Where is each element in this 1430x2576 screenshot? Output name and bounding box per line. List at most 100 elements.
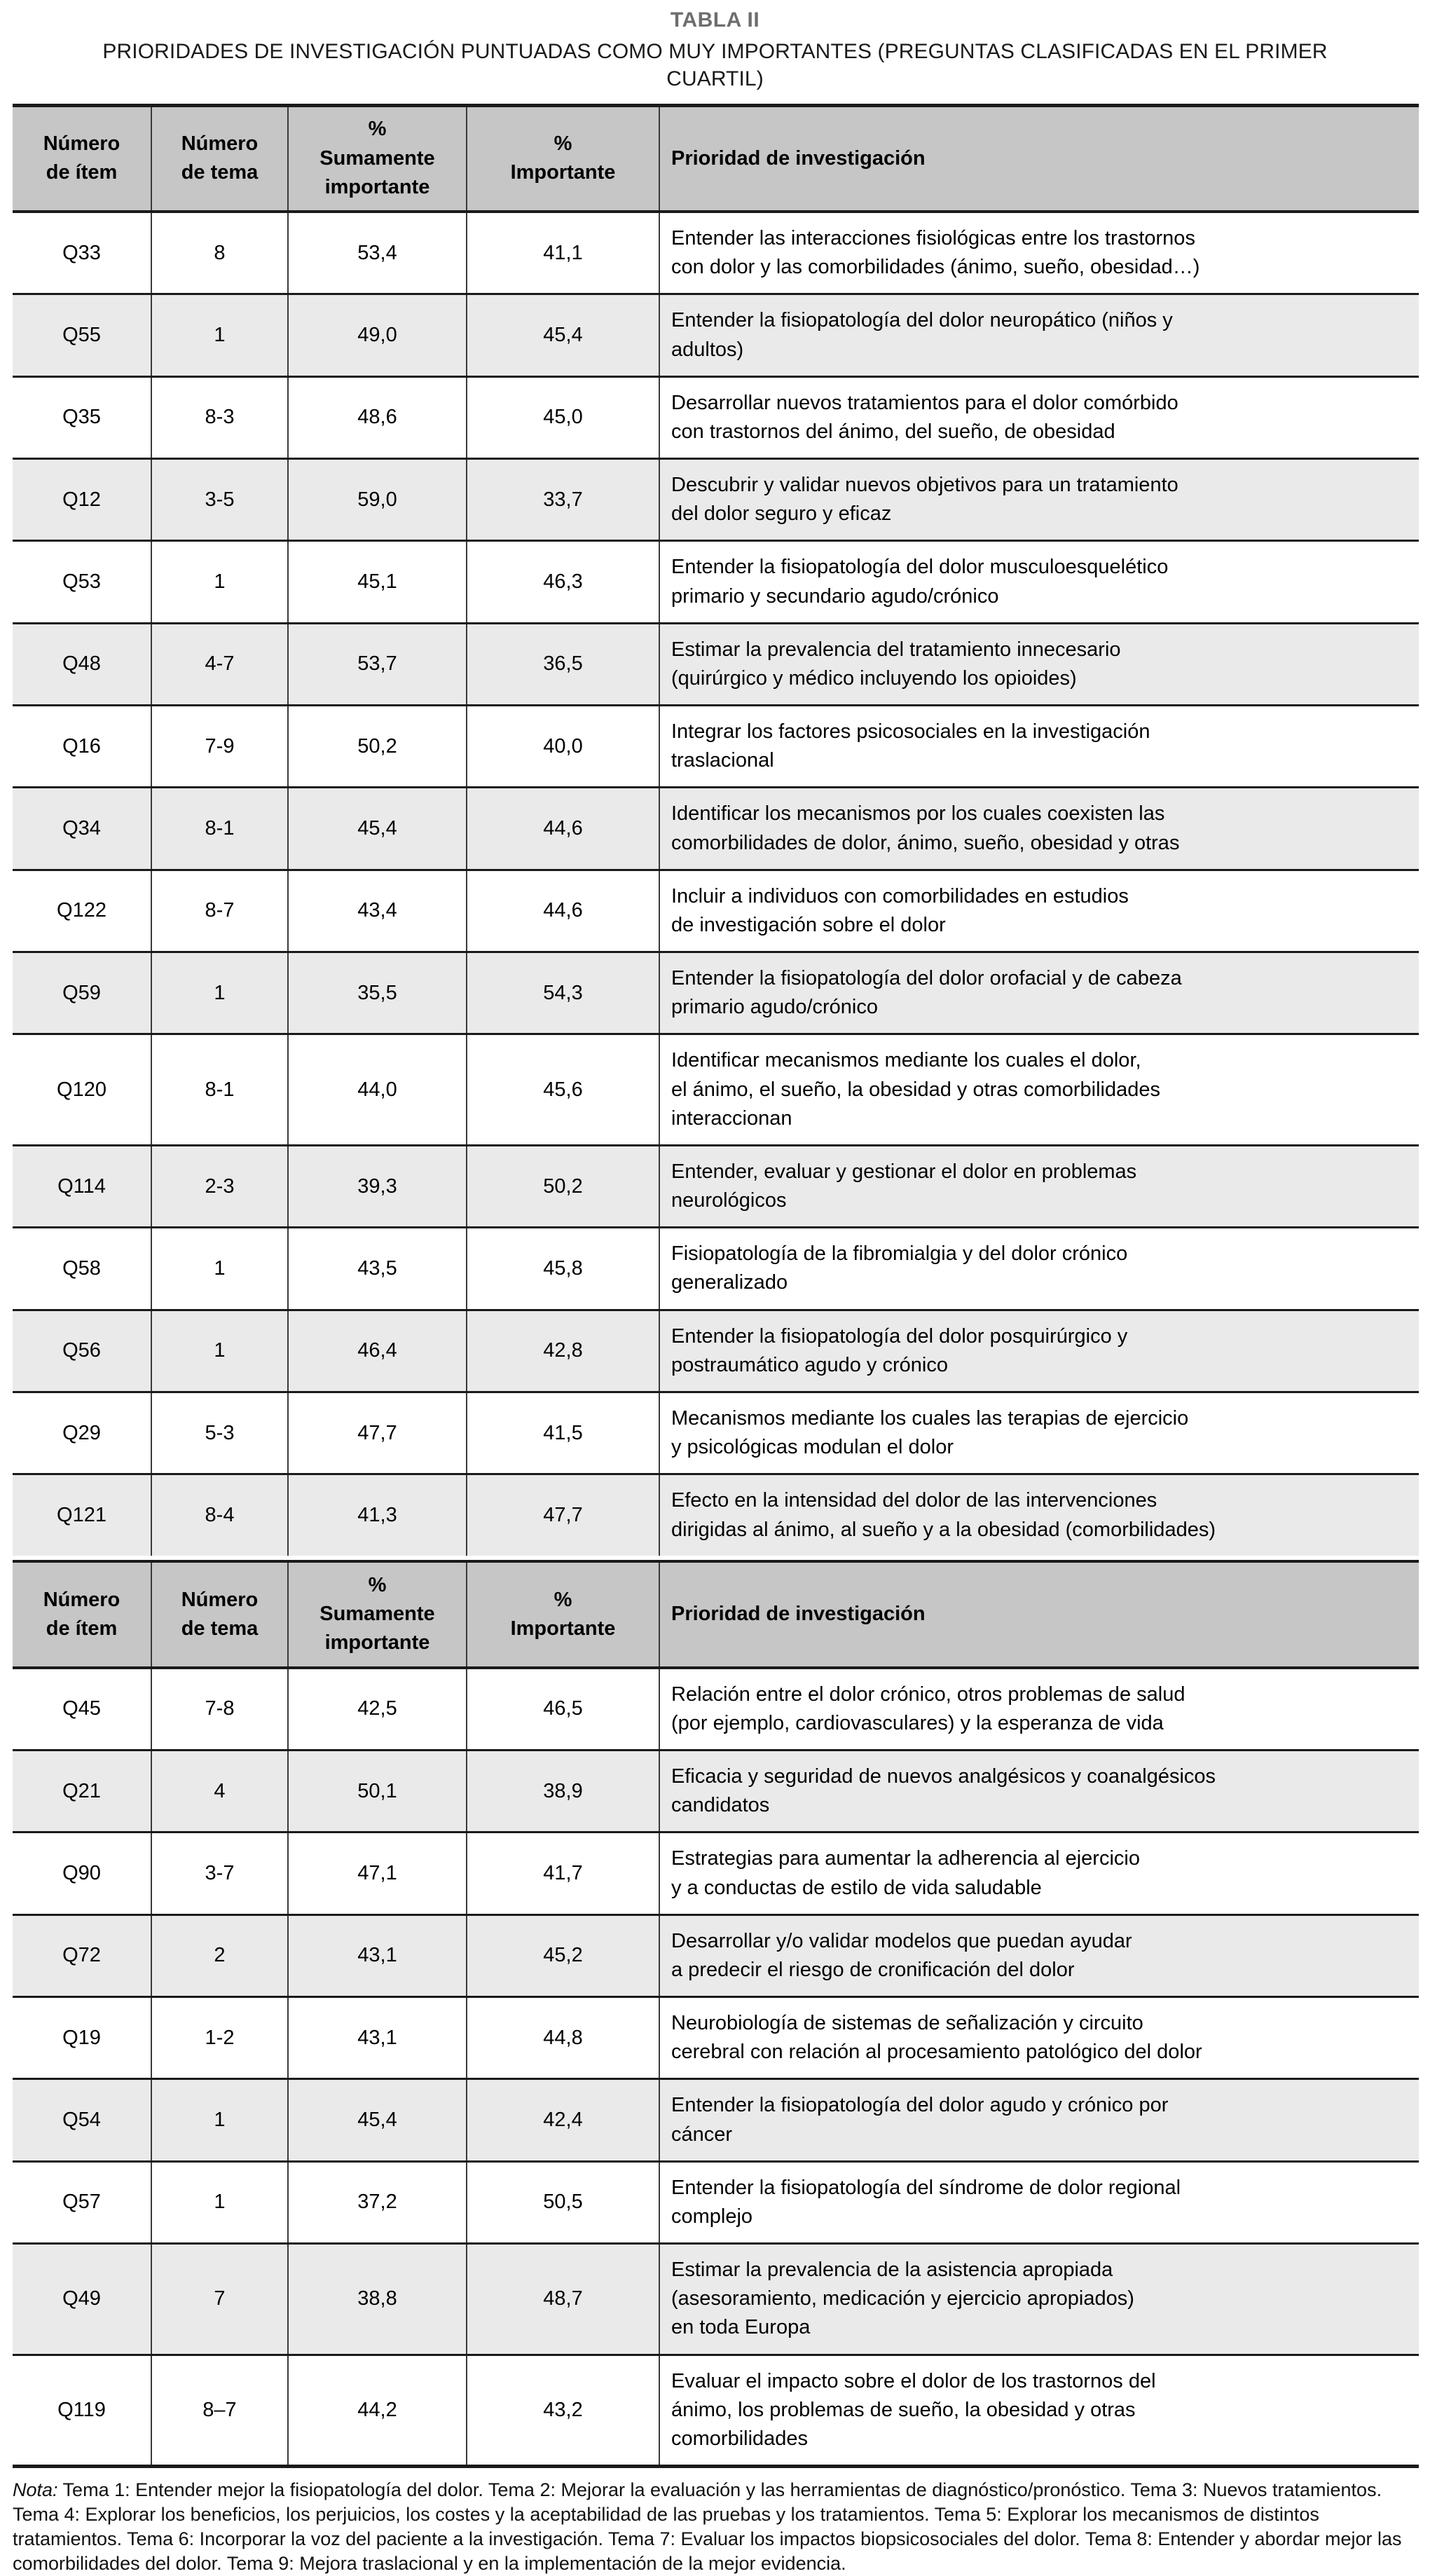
col-header-importante: % Importante xyxy=(467,104,660,213)
cell-prioridad-investigacion: Desarrollar nuevos tratamientos para el … xyxy=(659,375,1419,459)
cell-prioridad-investigacion: Entender la fisiopatología del dolor oro… xyxy=(659,951,1419,1034)
priority-line: Mecanismos mediante los cuales las terap… xyxy=(671,1406,1189,1430)
header-line: Importante xyxy=(510,1617,616,1640)
cell-pct-importante: 41,5 xyxy=(467,1390,660,1474)
cell-tema-number: 1 xyxy=(151,2078,289,2162)
cell-item-number: Q58 xyxy=(13,1226,152,1310)
header-line: Prioridad de investigación xyxy=(671,146,926,170)
cell-pct-importante: 44,6 xyxy=(467,868,660,952)
priority-line: (por ejemplo, cardiovasculares) y la esp… xyxy=(671,1711,1164,1734)
cell-pct-importante: 45,6 xyxy=(467,1033,660,1146)
priority-line: Evaluar el impacto sobre el dolor de los… xyxy=(671,2369,1156,2392)
priority-line: candidatos xyxy=(671,1794,770,1817)
priority-line: Relación entre el dolor crónico, otros p… xyxy=(671,1683,1185,1706)
cell-tema-number: 8-1 xyxy=(151,1033,289,1146)
cell-tema-number: 4-7 xyxy=(151,622,289,706)
cell-tema-number: 1-2 xyxy=(151,1996,289,2079)
cell-item-number: Q72 xyxy=(13,1913,152,1997)
cell-pct-importante: 42,4 xyxy=(467,2078,660,2162)
header-line: Prioridad de investigación xyxy=(671,1603,926,1626)
cell-prioridad-investigacion: Eficacia y seguridad de nuevos analgésic… xyxy=(659,1749,1419,1832)
header-line: importante xyxy=(324,1631,430,1654)
cell-prioridad-investigacion: Entender la fisiopatología del dolor agu… xyxy=(659,2078,1419,2162)
priority-line: de investigación sobre el dolor xyxy=(671,913,946,936)
col-header-prioridad: Prioridad de investigación xyxy=(659,104,1419,213)
table-row: Q122 8-7 43,4 44,6 Incluir a individuos con … xyxy=(13,868,1419,952)
cell-item-number: Q48 xyxy=(13,622,152,706)
cell-item-number: Q122 xyxy=(13,868,152,952)
header-line: Importante xyxy=(510,161,616,184)
cell-item-number: Q34 xyxy=(13,786,152,870)
cell-item-number: Q57 xyxy=(13,2160,152,2244)
table-row: Q119 8–7 44,2 43,2 Evaluar el impacto sobre … xyxy=(13,2353,1419,2467)
cell-tema-number: 4 xyxy=(151,1749,289,1832)
cell-pct-sumamente-importante: 45,4 xyxy=(288,2078,467,2162)
cell-pct-importante: 50,5 xyxy=(467,2160,660,2244)
priority-line: ánimo, los problemas de sueño, la obesid… xyxy=(671,2398,1136,2421)
table-row: Q55 1 49,0 45,4 Entender la fisiopatología d… xyxy=(13,293,1419,377)
cell-pct-sumamente-importante: 45,4 xyxy=(288,786,467,870)
priority-line: en toda Europa xyxy=(671,2316,811,2339)
cell-item-number: Q56 xyxy=(13,1308,152,1392)
cell-pct-importante: 42,8 xyxy=(467,1308,660,1392)
cell-pct-importante: 44,8 xyxy=(467,1996,660,2079)
cell-pct-importante: 45,4 xyxy=(467,293,660,377)
priority-line: con dolor y las comorbilidades (ánimo, s… xyxy=(671,256,1200,279)
cell-tema-number: 5-3 xyxy=(151,1390,289,1474)
header-line: importante xyxy=(324,175,430,198)
header-line: de ítem xyxy=(46,1617,118,1640)
cell-prioridad-investigacion: Efecto en la intensidad del dolor de las… xyxy=(659,1473,1419,1556)
cell-pct-importante: 48,7 xyxy=(467,2242,660,2355)
priority-line: Incluir a individuos con comorbilidades … xyxy=(671,884,1129,907)
priority-line: generalizado xyxy=(671,1271,788,1294)
cell-prioridad-investigacion: Entender la fisiopatología del dolor mus… xyxy=(659,540,1419,624)
priority-line: comorbilidades xyxy=(671,2427,809,2450)
table-row: Q57 1 37,2 50,5 Entender la fisiopatología d… xyxy=(13,2160,1419,2244)
cell-tema-number: 8 xyxy=(151,210,289,294)
priority-line: primario agudo/crónico xyxy=(671,996,878,1019)
cell-pct-importante: 41,1 xyxy=(467,210,660,294)
cell-pct-importante: 45,8 xyxy=(467,1226,660,1310)
col-header-item: Número de ítem xyxy=(13,104,152,213)
header-line: de tema xyxy=(181,1617,259,1640)
cell-item-number: Q19 xyxy=(13,1996,152,2079)
priority-line: y psicológicas modulan el dolor xyxy=(671,1436,954,1459)
table-row: Q59 1 35,5 54,3 Entender la fisiopatología d… xyxy=(13,951,1419,1034)
table-row: Q53 1 45,1 46,3 Entender la fisiopatología d… xyxy=(13,540,1419,624)
cell-prioridad-investigacion: Entender las interacciones fisiológicas … xyxy=(659,210,1419,294)
priority-line: Identificar mecanismos mediante los cual… xyxy=(671,1049,1141,1072)
cell-prioridad-investigacion: Relación entre el dolor crónico, otros p… xyxy=(659,1666,1419,1751)
cell-prioridad-investigacion: Estimar la prevalencia de la asistencia … xyxy=(659,2242,1419,2355)
cell-prioridad-investigacion: Entender la fisiopatología del síndrome … xyxy=(659,2160,1419,2244)
cell-prioridad-investigacion: Neurobiología de sistemas de señalizació… xyxy=(659,1996,1419,2079)
cell-tema-number: 8-7 xyxy=(151,868,289,952)
priority-line: Descubrir y validar nuevos objetivos par… xyxy=(671,474,1178,497)
col-header-importante: % Importante xyxy=(467,1559,660,1669)
cell-pct-sumamente-importante: 44,2 xyxy=(288,2353,467,2467)
cell-pct-sumamente-importante: 47,7 xyxy=(288,1390,467,1474)
priority-line: traslacional xyxy=(671,749,774,772)
priority-line: (quirúrgico y médico incluyendo los opio… xyxy=(671,666,1077,690)
cell-tema-number: 8–7 xyxy=(151,2353,289,2467)
cell-item-number: Q54 xyxy=(13,2078,152,2162)
cell-prioridad-investigacion: Incluir a individuos con comorbilidades … xyxy=(659,868,1419,952)
footnote-label: Nota: xyxy=(13,2479,58,2501)
cell-pct-importante: 38,9 xyxy=(467,1749,660,1832)
table-row: Q54 1 45,4 42,4 Entender la fisiopatología d… xyxy=(13,2078,1419,2162)
cell-pct-importante: 40,0 xyxy=(467,704,660,788)
cell-tema-number: 7-9 xyxy=(151,704,289,788)
cell-prioridad-investigacion: Entender la fisiopatología del dolor neu… xyxy=(659,293,1419,377)
table-caption: PRIORIDADES DE INVESTIGACIÓN PUNTUADAS C… xyxy=(102,39,1328,90)
cell-tema-number: 8-3 xyxy=(151,375,289,459)
priority-line: a predecir el riesgo de cronificación de… xyxy=(671,1958,1075,1981)
header-row: Número de ítem Número de tema% Sumamente impo… xyxy=(13,104,1419,213)
header-line: Sumamente xyxy=(319,146,435,170)
cell-item-number: Q55 xyxy=(13,293,152,377)
cell-pct-sumamente-importante: 49,0 xyxy=(288,293,467,377)
priority-line: el ánimo, el sueño, la obesidad y otras … xyxy=(671,1078,1161,1101)
cell-item-number: Q45 xyxy=(13,1666,152,1751)
header-line: % xyxy=(368,118,387,141)
header-line: % xyxy=(554,1588,572,1611)
cell-pct-sumamente-importante: 46,4 xyxy=(288,1308,467,1392)
cell-pct-sumamente-importante: 53,7 xyxy=(288,622,467,706)
